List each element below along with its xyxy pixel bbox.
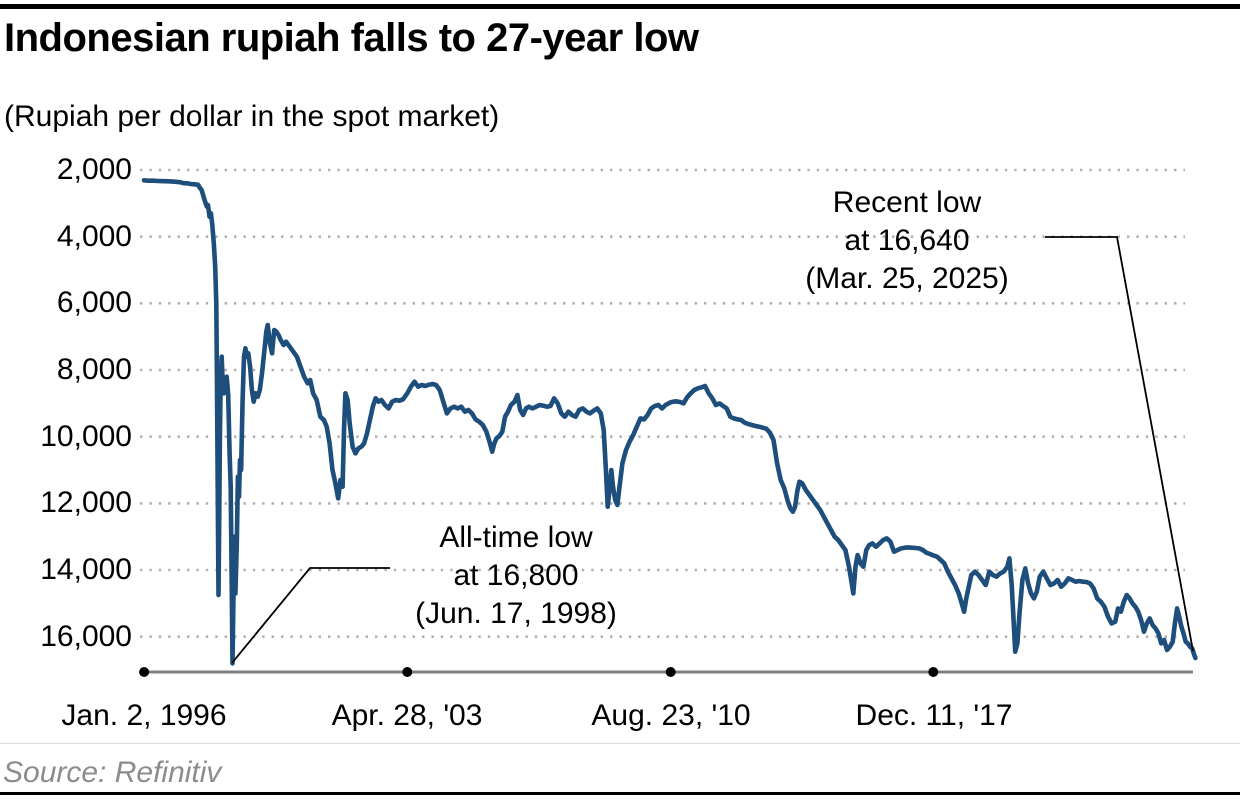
y-tick-label: 16,000 xyxy=(40,620,132,653)
y-tick-label: 6,000 xyxy=(56,286,132,319)
annotation-line: All-time low xyxy=(439,521,593,554)
top-rule xyxy=(0,4,1240,9)
annotation-line: (Jun. 17, 1998) xyxy=(415,597,617,630)
x-tick-label: Apr. 28, '03 xyxy=(331,699,483,732)
annotation-all-time-low: All-time low at 16,800 (Jun. 17, 1998) xyxy=(356,519,676,633)
x-tick-dot xyxy=(402,667,413,677)
y-tick-label: 2,000 xyxy=(56,153,132,186)
x-tick-label: Dec. 11, '17 xyxy=(855,699,1013,732)
callout-line-all-time-low xyxy=(231,567,390,664)
chart-subtitle: (Rupiah per dollar in the spot market) xyxy=(4,100,500,133)
source-divider xyxy=(0,743,1240,744)
callout-line-recent-low xyxy=(1045,236,1194,652)
y-tick-label: 12,000 xyxy=(40,486,132,519)
y-tick-label: 14,000 xyxy=(40,553,132,586)
annotation-recent-low: Recent low at 16,640 (Mar. 25, 2025) xyxy=(747,184,1067,298)
data-line xyxy=(141,178,1198,666)
y-tick-label: 8,000 xyxy=(56,353,132,386)
x-tick-dot xyxy=(139,667,150,677)
page-title: Indonesian rupiah falls to 27-year low xyxy=(4,16,699,60)
y-tick-label: 4,000 xyxy=(56,220,132,253)
bottom-rule xyxy=(0,792,1240,795)
x-tick-dot xyxy=(665,667,676,677)
annotation-line: at 16,640 xyxy=(844,224,970,257)
x-tick-label: Jan. 2, 1996 xyxy=(61,699,227,732)
x-tick-label: Aug. 23, '10 xyxy=(591,699,751,732)
annotation-line: Recent low xyxy=(832,186,982,219)
x-tick-dot xyxy=(928,667,939,677)
y-tick-label: 10,000 xyxy=(40,420,132,453)
annotation-line: at 16,800 xyxy=(453,559,579,592)
source-credit: Source: Refinitiv xyxy=(3,756,222,789)
annotation-line: (Mar. 25, 2025) xyxy=(805,262,1009,295)
